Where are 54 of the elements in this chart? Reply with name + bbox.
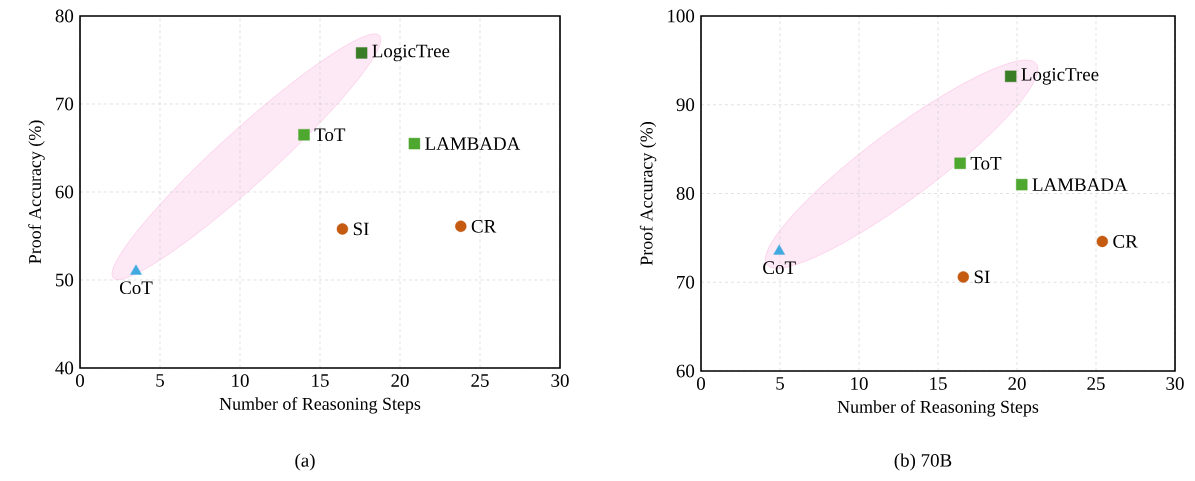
series-label: LogicTree bbox=[372, 44, 450, 62]
y-tick-label: 50 bbox=[56, 273, 74, 287]
series-label: ToT bbox=[314, 128, 346, 142]
point bbox=[336, 223, 349, 235]
point bbox=[130, 264, 142, 275]
x-tick-label: 30 bbox=[551, 374, 569, 387]
text: (a) bbox=[295, 453, 315, 471]
y-tick-label: 80 bbox=[55, 9, 74, 23]
x-tick-label: 5 bbox=[776, 377, 784, 390]
x-tick-label: 0 bbox=[76, 374, 85, 387]
x-tick-label: 5 bbox=[156, 374, 164, 387]
series-label: LAMBADA bbox=[1032, 178, 1128, 191]
x-tick-label: 0 bbox=[697, 377, 706, 390]
series-label: ToT bbox=[970, 157, 1002, 170]
x-tick-label: 25 bbox=[471, 374, 489, 387]
series-label: CoT bbox=[763, 261, 796, 275]
series-label: CR bbox=[1113, 235, 1138, 248]
y-tick-label: 70 bbox=[56, 97, 74, 111]
text: (b) 70B bbox=[894, 453, 952, 471]
series-label: SI bbox=[353, 222, 369, 236]
point bbox=[455, 220, 467, 233]
y-axis-title: Proof Accuracy (%) bbox=[28, 120, 45, 264]
point bbox=[355, 47, 368, 59]
y-axis-title: Proof Accuracy (%) bbox=[639, 122, 657, 266]
y-tick-label: 100 bbox=[668, 9, 695, 23]
x-tick-label: 30 bbox=[1166, 377, 1184, 390]
series-label: LAMBADA bbox=[425, 137, 521, 150]
x-tick-label: 20 bbox=[1008, 377, 1026, 390]
point bbox=[1016, 178, 1028, 191]
point bbox=[1096, 235, 1109, 248]
point bbox=[1004, 70, 1017, 83]
point bbox=[408, 137, 421, 150]
y-tick-label: 60 bbox=[676, 364, 695, 378]
x-axis-title: Number of Reasoning Steps bbox=[837, 400, 1039, 417]
y-tick-label: 60 bbox=[55, 185, 74, 199]
x-axis-title: Number of Reasoning Steps bbox=[219, 397, 421, 414]
series-label: LogicTree bbox=[1021, 68, 1099, 85]
point bbox=[773, 244, 786, 255]
series-label: CR bbox=[471, 219, 497, 233]
y-tick-label: 40 bbox=[55, 361, 74, 375]
x-tick-label: 10 bbox=[232, 374, 249, 387]
y-tick-label: 80 bbox=[676, 187, 695, 200]
point bbox=[954, 157, 966, 170]
x-tick-label: 25 bbox=[1087, 377, 1105, 390]
point bbox=[957, 271, 969, 283]
series-label: SI bbox=[974, 270, 990, 284]
x-tick-label: 15 bbox=[930, 377, 947, 390]
y-tick-label: 90 bbox=[676, 98, 695, 112]
y-tick-label: 70 bbox=[677, 275, 695, 289]
x-tick-label: 20 bbox=[391, 374, 409, 387]
x-tick-label: 15 bbox=[312, 374, 329, 387]
x-tick-label: 10 bbox=[851, 377, 868, 390]
series-label: CoT bbox=[119, 281, 153, 295]
point bbox=[298, 129, 310, 141]
